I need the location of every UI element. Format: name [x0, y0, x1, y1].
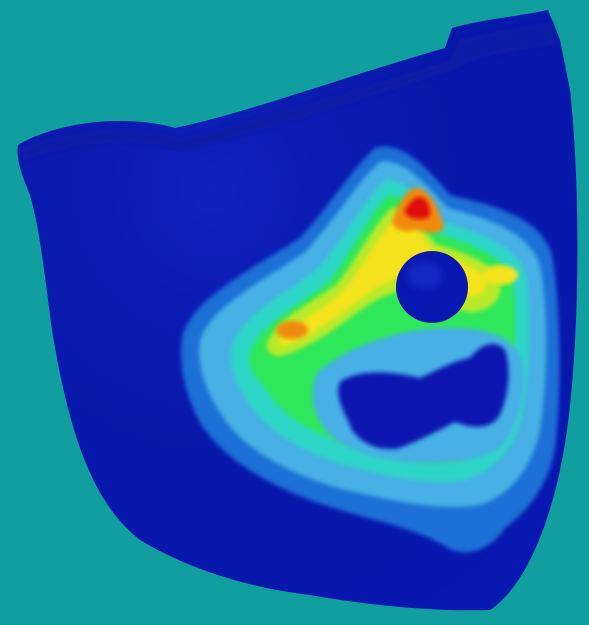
low-stress-region: [338, 343, 509, 450]
mask-rim: [20, 22, 556, 162]
lower-zone: [312, 327, 524, 464]
nose-knob-highlight: [407, 261, 443, 289]
